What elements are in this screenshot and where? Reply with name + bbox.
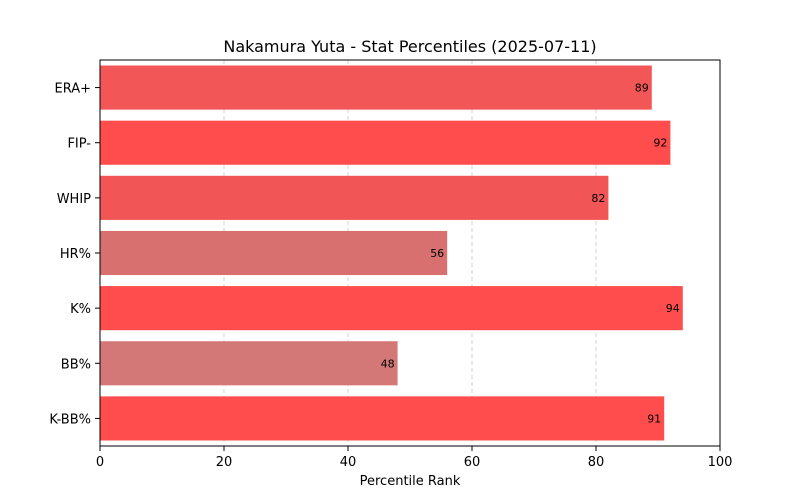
- bar: [100, 175, 609, 220]
- chart-title: Nakamura Yuta - Stat Percentiles (2025-0…: [223, 37, 596, 56]
- x-tick-label: 0: [96, 455, 104, 470]
- bar-value-label: 48: [381, 357, 395, 370]
- bars: [100, 65, 683, 441]
- bar-value-label: 89: [635, 82, 649, 95]
- x-tick-label: 60: [464, 455, 481, 470]
- bar: [100, 65, 652, 110]
- x-tick-label: 40: [340, 455, 357, 470]
- bar-value-label: 91: [647, 412, 661, 425]
- bar-value-label: 82: [591, 192, 605, 205]
- x-tick-label: 100: [708, 455, 733, 470]
- bar: [100, 396, 665, 441]
- y-tick-label: FIP-: [67, 137, 91, 152]
- x-axis: 0 20 40 60 80 100: [96, 446, 733, 470]
- bar-value-label: 94: [666, 302, 680, 315]
- bar: [100, 120, 671, 165]
- bar-value-label: 92: [653, 137, 667, 150]
- bar: [100, 341, 398, 386]
- data-labels: 89 92 82 56 94 48 91: [381, 82, 680, 426]
- y-tick-label: ERA+: [54, 82, 91, 97]
- bar: [100, 286, 683, 331]
- y-tick-label: K-BB%: [49, 412, 91, 427]
- y-tick-label: WHIP: [57, 192, 91, 207]
- y-tick-label: BB%: [61, 357, 91, 372]
- x-tick-label: 80: [588, 455, 605, 470]
- bar-value-label: 56: [430, 247, 444, 260]
- y-axis: ERA+ FIP- WHIP HR% K% BB% K-BB%: [49, 82, 100, 427]
- x-tick-label: 20: [216, 455, 233, 470]
- y-tick-label: HR%: [60, 247, 91, 262]
- x-axis-label: Percentile Rank: [360, 474, 461, 489]
- y-tick-label: K%: [70, 302, 91, 317]
- bar: [100, 230, 448, 276]
